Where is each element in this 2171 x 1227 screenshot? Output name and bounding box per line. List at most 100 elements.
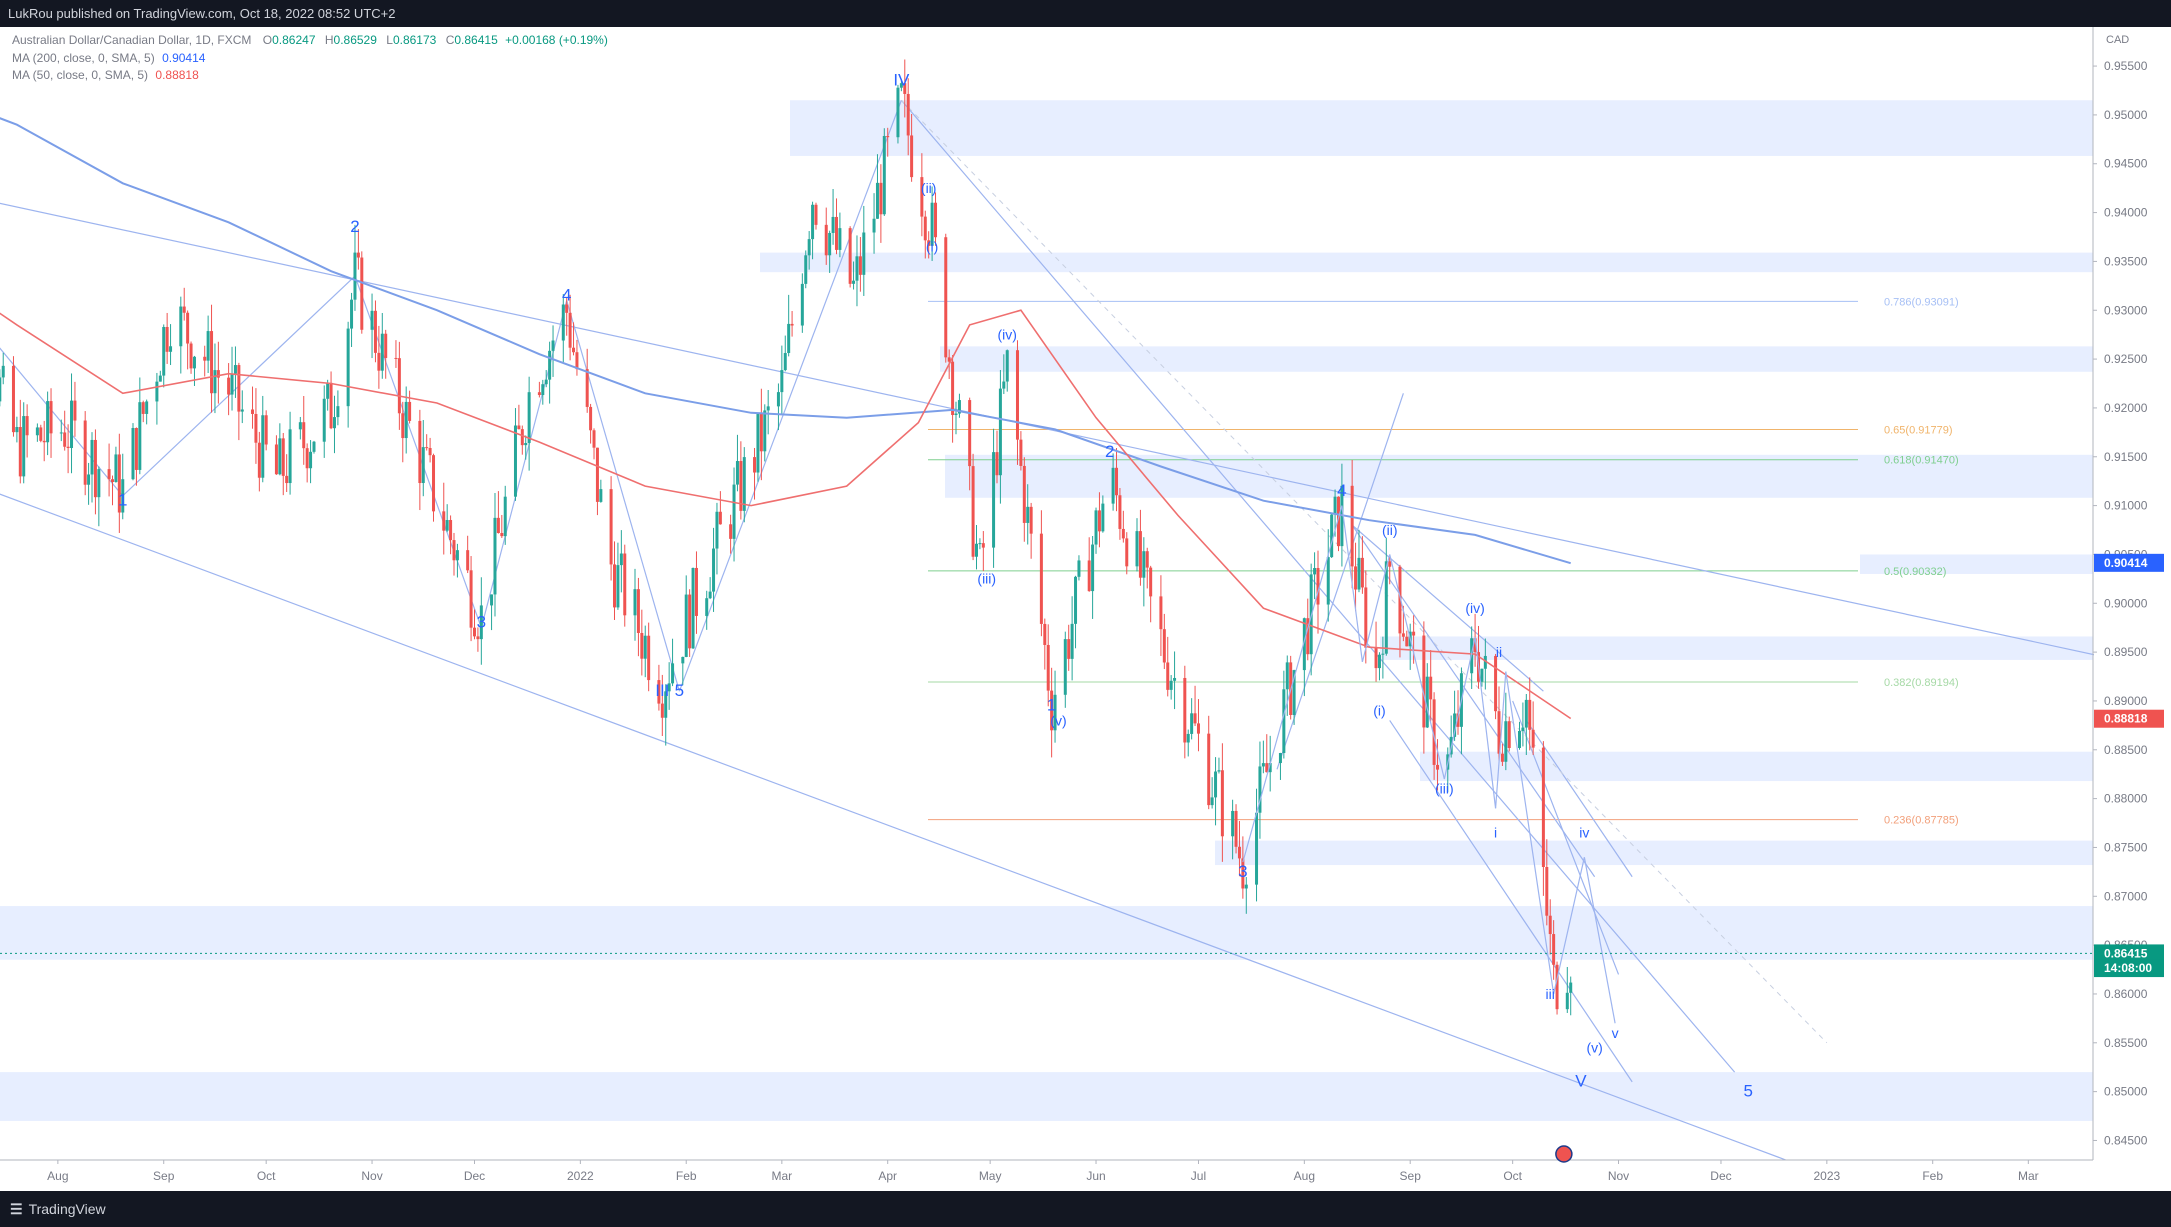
candle-body-up [479, 605, 483, 640]
fib-label: 0.382(0.89194) [1884, 677, 1959, 689]
candle-body-up [162, 326, 166, 376]
candle-body-up [1326, 557, 1330, 605]
candle-body-up [1, 365, 5, 378]
candle-body-up [684, 594, 688, 657]
price-tick-label: 0.88500 [2104, 743, 2148, 757]
candle-body-down [688, 594, 692, 649]
candle-body-up [783, 353, 787, 371]
candle-body-down [934, 202, 938, 238]
candle-body-up [1077, 560, 1081, 577]
price-axis-background [2094, 27, 2171, 1191]
candle-body-up [322, 398, 326, 442]
chart-area[interactable]: 0.786(0.93091) 0.65(0.91779) 0.618(0.91470… [0, 27, 2171, 1191]
ma200-legend[interactable]: MA (200, close, 0, SMA, 5) 0.90414 [12, 51, 205, 65]
candle-body-up [312, 441, 316, 452]
candle-body-down [356, 252, 360, 258]
fib-label: 0.5(0.90332) [1884, 566, 1946, 578]
price-tag-label: 0.90414 [2104, 556, 2148, 570]
candle-body-down [1548, 915, 1552, 935]
publish-bar: LukRou published on TradingView.com, Oct… [0, 0, 2171, 27]
candle-body-down [39, 427, 43, 441]
candle-body-down [906, 93, 910, 136]
candle-body-up [1190, 713, 1194, 734]
trendline [1276, 393, 1404, 770]
wave-label: (i) [1373, 703, 1385, 719]
chart-canvas[interactable]: 0.786(0.93091) 0.65(0.91779) 0.618(0.91470… [0, 27, 2171, 1191]
candle-body-down [1196, 723, 1200, 734]
ma200-label: MA (200, close, 0, SMA, 5) [12, 51, 155, 65]
candle-body-down [1531, 729, 1535, 748]
candle-body-down [694, 567, 698, 616]
candle-body-down [452, 540, 456, 561]
candle-body-up [1453, 713, 1457, 737]
candle-body-up [671, 663, 675, 684]
candle-body-up [230, 373, 234, 395]
price-tag [2094, 959, 2164, 978]
candle-body-up [524, 442, 528, 446]
wave-label: i [1494, 825, 1497, 841]
trendline [1512, 700, 1620, 975]
candle-body-down [595, 447, 599, 502]
time-tick-label: Apr [878, 1169, 897, 1183]
time-tick-label: 2022 [567, 1169, 594, 1183]
candle-body-down [141, 402, 145, 414]
candle-body-down [237, 365, 241, 412]
candle-body-up [1384, 561, 1388, 654]
low-label: L [386, 33, 393, 47]
wave-line [1242, 505, 1343, 863]
chart-background [0, 27, 2171, 1191]
ma50-legend[interactable]: MA (50, close, 0, SMA, 5) 0.88818 [12, 68, 199, 82]
candle-body-down [1436, 764, 1440, 770]
ma200-line [0, 117, 1571, 565]
candle-body-up [1111, 467, 1115, 504]
candle-body-down [647, 635, 651, 681]
publish-info: LukRou published on TradingView.com, Oct… [8, 6, 396, 21]
time-tick-label: Oct [1503, 1169, 1522, 1183]
candle-body-down [428, 448, 432, 456]
candle-body-down [305, 448, 309, 469]
candle-body-up [998, 388, 1002, 476]
candle-body-down [189, 343, 193, 369]
dashed-trendline [901, 99, 1828, 1044]
candle-body-down [472, 627, 476, 637]
candle-body-up [404, 401, 408, 439]
candle-body-up [1026, 506, 1030, 523]
fib-label: 0.786(0.93091) [1884, 296, 1959, 308]
candle-body-down [609, 489, 613, 565]
candle-body-down [1039, 533, 1043, 624]
fib-label: 0.236(0.87785) [1884, 815, 1959, 827]
price-tick-label: 0.91500 [2104, 450, 2148, 464]
currency-label: CAD [2106, 34, 2129, 46]
candle-body-up [97, 469, 101, 498]
price-tick-label: 0.93500 [2104, 254, 2148, 268]
candle-body-down [469, 570, 473, 628]
candle-body-up [1135, 531, 1139, 567]
candle-body-up [616, 565, 620, 608]
candle-body-down [520, 429, 524, 446]
candle-body-up [309, 451, 313, 469]
candle-body-down [1360, 557, 1364, 588]
candle-body-down [66, 446, 70, 449]
price-zone [1215, 840, 2093, 866]
candle-body-down [592, 430, 596, 448]
price-tick-label: 0.87000 [2104, 889, 2148, 903]
wave-line [1474, 637, 1497, 809]
candle-body-up [978, 543, 982, 545]
price-tag [2094, 709, 2164, 728]
ma50-label: MA (50, close, 0, SMA, 5) [12, 68, 149, 82]
candle-body-down [442, 511, 446, 531]
time-axis[interactable]: Aug Sep Oct Nov Dec 2022 Feb Mar Apr May Jun Jul Aug… [0, 1145, 2171, 1191]
candle-body-down [1115, 467, 1119, 496]
candle-body-up [206, 331, 210, 361]
wave-label: (iii) [977, 571, 996, 587]
high-label: H [324, 33, 334, 47]
candle-body-down [1265, 763, 1269, 773]
price-axis[interactable]: CAD 0.95500 0.95000 0.94500 0.94000 0.93500 0.… [0, 27, 2171, 1191]
candle-body-down [1097, 510, 1101, 532]
candle-body-down [257, 442, 261, 478]
candle-body-up [22, 416, 26, 477]
candle-body-up [421, 447, 425, 484]
candle-body-up [59, 432, 63, 434]
candle-body-up [1565, 992, 1569, 1010]
candle-body-up [1094, 510, 1098, 545]
